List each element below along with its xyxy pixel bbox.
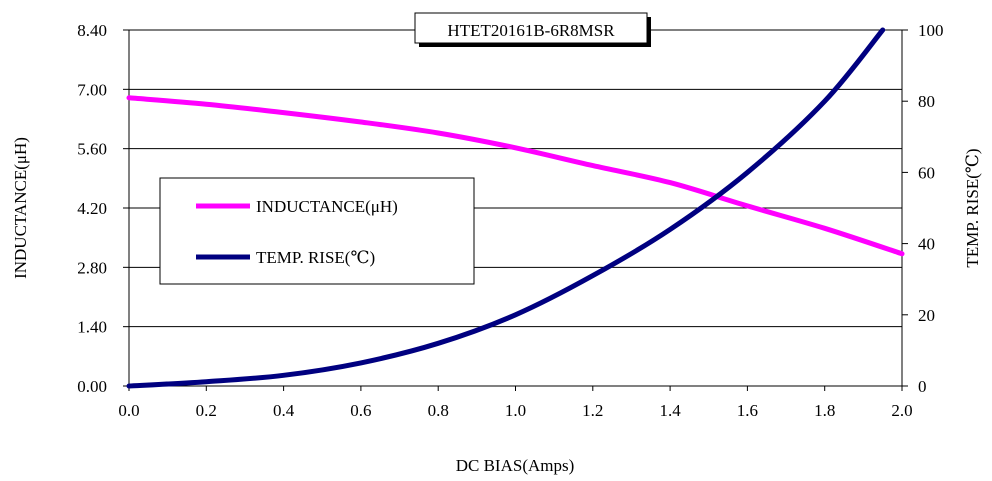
chart-title: HTET20161B-6R8MSR: [447, 21, 615, 40]
legend-label-inductance: INDUCTANCE(μH): [256, 197, 398, 216]
y-right-axis-title: TEMP. RISE(℃): [963, 148, 982, 267]
legend-label-temp-rise: TEMP. RISE(℃): [256, 248, 375, 267]
x-tick-label: 1.2: [582, 401, 603, 420]
tick-marks: [123, 29, 908, 391]
y-right-tick-label: 100: [918, 21, 944, 40]
series-lines: [126, 27, 905, 389]
y-right-tick-label: 80: [918, 92, 935, 111]
legend-box: [159, 177, 475, 285]
y-left-tick-label: 8.40: [77, 21, 107, 40]
y-left-tick-label: 0.00: [77, 377, 107, 396]
y-right-tick-labels: 0 20 40 60 80 100: [918, 21, 944, 396]
y-right-tick-label: 60: [918, 163, 935, 182]
y-right-tick-label: 40: [918, 235, 935, 254]
x-tick-label: 0.6: [350, 401, 371, 420]
legend: INDUCTANCE(μH) TEMP. RISE(℃): [159, 177, 475, 285]
y-left-tick-label: 5.60: [77, 140, 107, 159]
y-right-tick-label: 20: [918, 306, 935, 325]
chart-title-box: HTET20161B-6R8MSR: [414, 12, 651, 47]
x-tick-label: 1.6: [737, 401, 758, 420]
x-tick-label: 1.0: [505, 401, 526, 420]
x-tick-label: 0.0: [118, 401, 139, 420]
y-left-tick-label: 4.20: [77, 199, 107, 218]
x-axis-title: DC BIAS(Amps): [456, 456, 575, 475]
x-tick-label: 0.4: [273, 401, 295, 420]
title-box-border: [414, 12, 648, 44]
series-line-temp-rise: [126, 27, 886, 389]
series-line-inductance: [126, 95, 905, 257]
x-tick-label: 0.2: [196, 401, 217, 420]
x-tick-label: 0.8: [428, 401, 449, 420]
y-left-tick-label: 2.80: [77, 258, 107, 277]
y-right-tick-label: 0: [918, 377, 927, 396]
x-tick-labels: 0.0 0.2 0.4 0.6 0.8 1.0 1.2 1.4 1.6 1.8 2.0: [118, 401, 912, 420]
y-left-axis-title: INDUCTANCE(μH): [11, 137, 30, 279]
y-left-tick-label: 1.40: [77, 318, 107, 337]
y-left-tick-labels: 0.00 1.40 2.80 4.20 5.60 7.00 8.40: [77, 21, 107, 396]
x-tick-label: 1.8: [814, 401, 835, 420]
y-left-tick-label: 7.00: [77, 80, 107, 99]
x-tick-label: 1.4: [659, 401, 681, 420]
x-tick-label: 2.0: [891, 401, 912, 420]
